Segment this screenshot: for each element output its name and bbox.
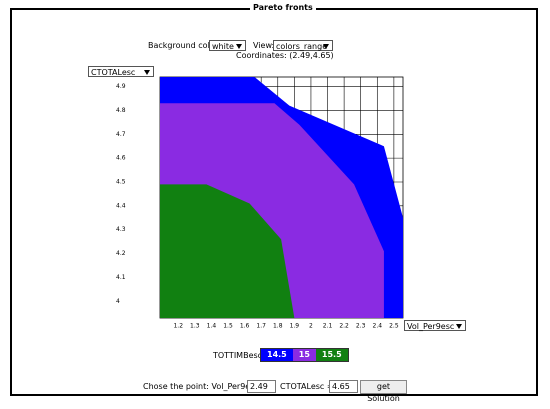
x-tick-label: 2 bbox=[309, 323, 313, 330]
view-select[interactable]: colors_range bbox=[273, 40, 333, 51]
y-tick-label: 4.4 bbox=[116, 202, 126, 209]
x-tick-label: 1.4 bbox=[207, 323, 217, 330]
y-tick-label: 4.2 bbox=[116, 250, 126, 257]
x-tick-label: 2.3 bbox=[356, 323, 366, 330]
x-tick-label: 2.2 bbox=[339, 323, 349, 330]
y-tick-label: 4.5 bbox=[116, 178, 126, 185]
x-tick-label: 2.5 bbox=[389, 323, 399, 330]
arrow bbox=[144, 70, 150, 75]
get-solution-button[interactable]: get Solution bbox=[360, 380, 407, 403]
arrow bbox=[236, 44, 242, 49]
legend: 14.5 15 15.5 bbox=[260, 348, 349, 362]
y-tick-label: 4.7 bbox=[116, 131, 126, 138]
front-region bbox=[160, 184, 295, 318]
y-tick-label: 4.1 bbox=[116, 274, 126, 281]
y-select[interactable]: CTOTALesc bbox=[88, 66, 154, 77]
coordinates: Coordinates: (2.49,4.65) bbox=[236, 51, 334, 60]
frame-title: Pareto fronts bbox=[250, 2, 316, 13]
select-value: CTOTALesc bbox=[91, 68, 136, 77]
y-tick-label: 4.3 bbox=[116, 226, 126, 233]
arrow bbox=[456, 324, 462, 329]
x-input[interactable]: 2.49 bbox=[247, 380, 276, 393]
legend-title: TOTTIMBesc: bbox=[213, 351, 265, 360]
x-tick-label: 2.4 bbox=[373, 323, 383, 330]
view-label: View: bbox=[253, 41, 275, 50]
x-tick-label: 1.5 bbox=[223, 323, 233, 330]
x-tick-label: 1.9 bbox=[290, 323, 300, 330]
y-tick-label: 4.9 bbox=[116, 83, 126, 90]
legend-entry: 15.5 bbox=[315, 349, 348, 361]
arrow bbox=[323, 44, 329, 49]
select-value: Vol_Per9esc bbox=[407, 322, 455, 331]
y-input-label: CTOTALesc = bbox=[280, 382, 334, 391]
point-prompt: Chose the point: Vol_Per9esc = bbox=[143, 382, 269, 391]
legend-entry: 14.5 bbox=[261, 349, 293, 361]
x-tick-label: 1.3 bbox=[190, 323, 200, 330]
select-value: colors_range bbox=[276, 42, 328, 51]
background-label: Background color: bbox=[148, 41, 221, 50]
background-select[interactable]: white bbox=[209, 40, 246, 51]
x-tick-label: 1.6 bbox=[240, 323, 250, 330]
select-value: white bbox=[212, 42, 234, 51]
x-tick-label: 1.8 bbox=[273, 323, 283, 330]
y-input[interactable]: 4.65 bbox=[329, 380, 358, 393]
x-tick-label: 1.7 bbox=[256, 323, 266, 330]
x-select[interactable]: Vol_Per9esc bbox=[404, 320, 466, 331]
x-tick-label: 2.1 bbox=[323, 323, 333, 330]
legend-entry: 15 bbox=[292, 349, 316, 361]
y-tick-label: 4.8 bbox=[116, 107, 126, 114]
y-tick-label: 4 bbox=[116, 298, 120, 305]
y-tick-label: 4.6 bbox=[116, 155, 126, 162]
x-tick-label: 1.2 bbox=[173, 323, 183, 330]
